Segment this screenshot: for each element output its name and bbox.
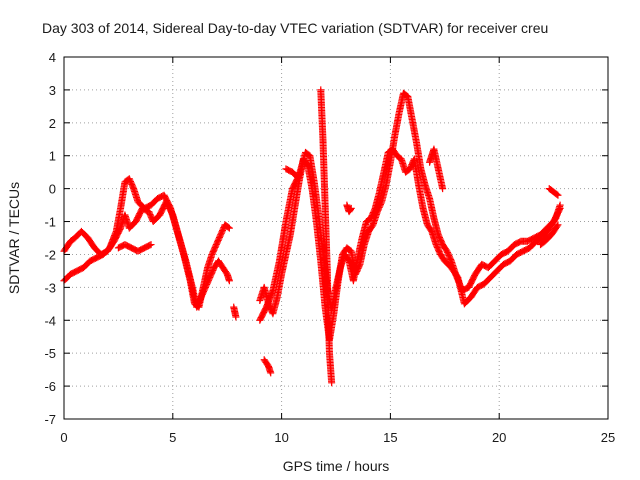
y-axis-label: SDTVAR / TECUs <box>6 182 22 294</box>
data-point <box>225 277 233 285</box>
y-tick-label: -1 <box>44 215 56 230</box>
x-tick-label: 0 <box>60 430 67 445</box>
x-tick-label: 25 <box>601 430 615 445</box>
y-tick-label: 0 <box>49 182 56 197</box>
y-tick-label: -6 <box>44 379 56 394</box>
series-sdtvar <box>60 86 564 387</box>
y-tick-label: -3 <box>44 280 56 295</box>
x-tick-label: 20 <box>492 430 506 445</box>
chart-title: Day 303 of 2014, Sidereal Day-to-day VTE… <box>42 20 548 36</box>
plot-frame <box>63 56 609 420</box>
y-tick-label: -2 <box>44 247 56 262</box>
y-tick-label: 2 <box>49 116 56 131</box>
y-tick-label: 4 <box>49 50 56 65</box>
data-point <box>347 204 355 212</box>
data-point <box>147 241 155 249</box>
x-tick-label: 5 <box>169 430 176 445</box>
data-point <box>225 224 233 232</box>
x-tick-label: 15 <box>383 430 397 445</box>
x-tick-label: 10 <box>274 430 288 445</box>
data-point <box>232 313 240 321</box>
data-point <box>556 201 564 209</box>
y-tick-label: 1 <box>49 149 56 164</box>
data-markers <box>60 86 564 387</box>
data-point <box>267 369 275 377</box>
y-tick-label: 3 <box>49 83 56 98</box>
y-tick-label: -5 <box>44 346 56 361</box>
x-axis-label: GPS time / hours <box>283 458 390 474</box>
data-point <box>554 221 562 229</box>
data-point <box>553 222 561 230</box>
data-point <box>146 241 154 249</box>
y-tick-label: -4 <box>44 313 56 328</box>
data-point <box>328 379 336 387</box>
data-point <box>439 185 447 193</box>
data-point <box>554 191 562 199</box>
data-point <box>294 174 302 182</box>
data-point <box>295 175 303 183</box>
data-point <box>347 205 355 213</box>
data-point <box>224 223 232 231</box>
y-tick-label: -7 <box>44 412 56 427</box>
axis-ticks: 0 5 10 15 20 25 -7 -6 -5 -4 -3 -2 -1 0 1 2 3 4 <box>44 50 615 445</box>
data-point <box>553 190 561 198</box>
